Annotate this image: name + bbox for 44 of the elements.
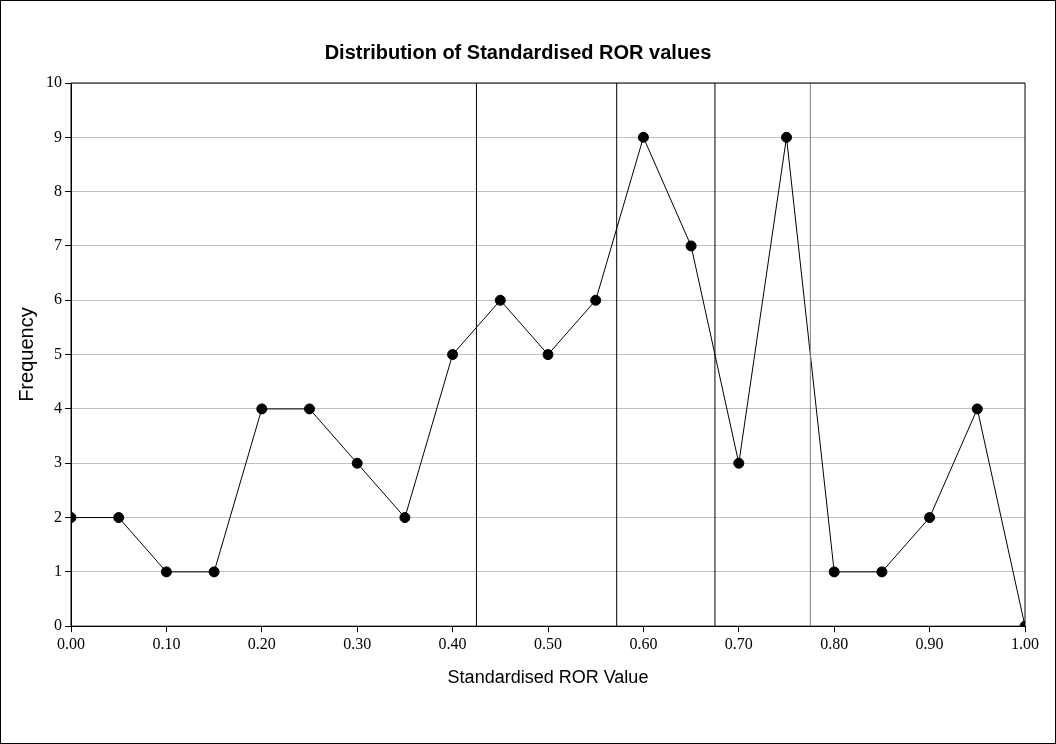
point bbox=[113, 512, 125, 524]
point bbox=[399, 512, 411, 524]
x-tick-label: 0.20 bbox=[247, 635, 276, 652]
x-tick-label: 0.00 bbox=[57, 635, 85, 652]
point bbox=[447, 349, 459, 361]
x-tick-label: 0.60 bbox=[629, 635, 658, 652]
point bbox=[781, 131, 792, 143]
y-tick-label: 1 bbox=[54, 562, 62, 580]
y-tick-label: 5 bbox=[54, 344, 62, 362]
y-tick-label: 4 bbox=[54, 399, 62, 417]
point bbox=[304, 403, 315, 415]
point bbox=[208, 566, 220, 578]
point bbox=[590, 294, 602, 306]
y-axis-title: Frequency bbox=[14, 307, 37, 402]
point bbox=[160, 566, 172, 578]
point bbox=[733, 457, 745, 469]
y-tick-label: 10 bbox=[46, 73, 62, 91]
y-tick-label: 2 bbox=[54, 507, 62, 525]
point bbox=[924, 512, 936, 524]
chart-title: Distribution of Standardised ROR values bbox=[324, 40, 712, 63]
point bbox=[685, 240, 697, 252]
x-tick-label: 0.80 bbox=[820, 635, 849, 652]
x-tick-label: 0.50 bbox=[534, 635, 562, 652]
x-tick-label: 1.00 bbox=[1011, 635, 1039, 652]
point bbox=[828, 566, 840, 578]
x-tick-label: 0.10 bbox=[152, 635, 181, 652]
y-tick-label: 9 bbox=[54, 127, 62, 145]
y-tick-label: 7 bbox=[54, 236, 62, 254]
point bbox=[637, 131, 649, 143]
x-tick-label: 0.90 bbox=[915, 635, 944, 652]
y-tick-label: 6 bbox=[54, 290, 62, 308]
x-tick-label: 0.40 bbox=[438, 635, 467, 652]
x-axis-title: Standardised ROR Value bbox=[447, 667, 649, 688]
y-tick-label: 3 bbox=[54, 453, 62, 471]
y-tick-label: 8 bbox=[54, 181, 62, 199]
point bbox=[351, 457, 363, 469]
y-tick-label: 0 bbox=[54, 616, 62, 634]
point bbox=[876, 566, 888, 578]
x-tick-label: 0.70 bbox=[724, 635, 753, 652]
point bbox=[971, 403, 983, 415]
x-tick-label: 0.30 bbox=[343, 635, 372, 652]
point bbox=[256, 403, 268, 415]
point bbox=[494, 294, 506, 306]
point bbox=[542, 349, 554, 361]
